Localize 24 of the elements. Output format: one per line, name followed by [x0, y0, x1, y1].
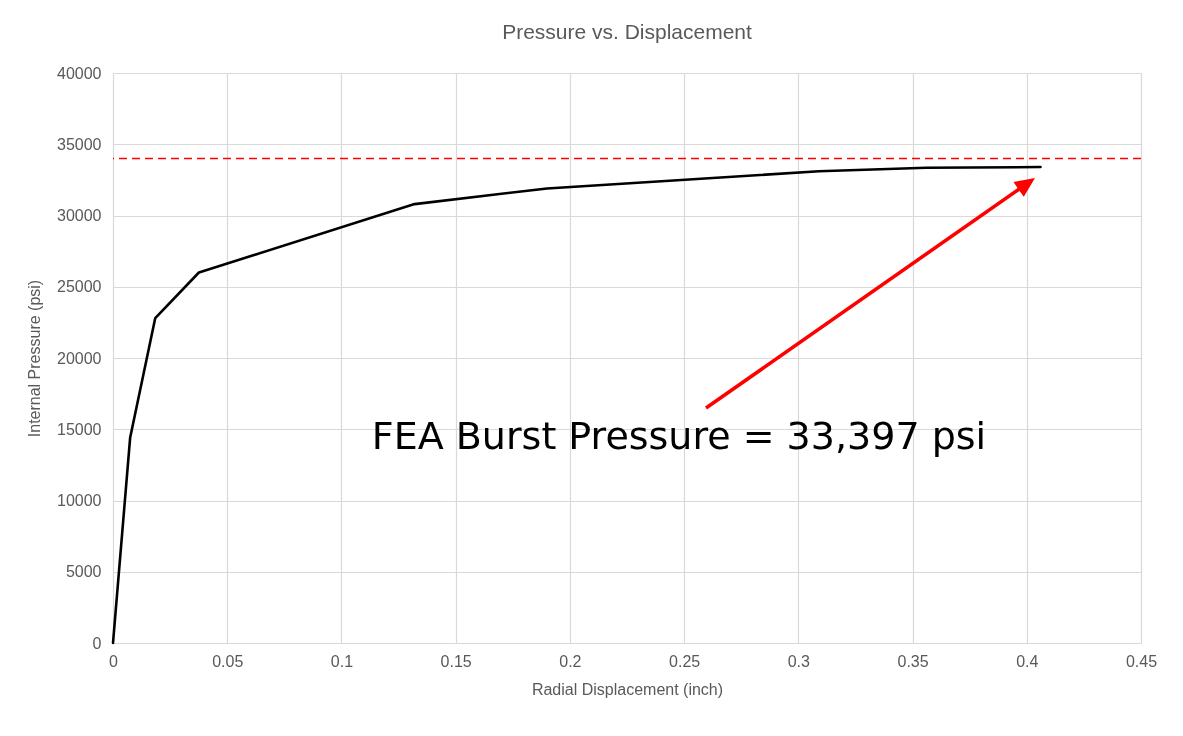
x-tick-label: 0.4: [1016, 652, 1039, 670]
x-axis-title: Radial Displacement (inch): [531, 680, 724, 698]
y-tick-label: 30000: [57, 207, 102, 224]
x-tick-label: 0.3: [787, 652, 811, 670]
line-series: [111, 165, 1042, 645]
y-tick-label: 35000: [57, 135, 102, 153]
y-axis-title: Internal Pressure (psi): [26, 279, 44, 438]
y-tick-label: 25000: [57, 278, 102, 296]
y-tick-label: 5000: [65, 563, 102, 581]
x-tick-label: 0.2: [559, 652, 582, 670]
x-tick-label: 0.25: [669, 652, 701, 670]
chart-title: Pressure vs. Displacement: [502, 20, 753, 43]
x-tick-label: 0.45: [1125, 652, 1158, 670]
y-tick-label: 20000: [57, 349, 102, 367]
y-tick-label: 0: [92, 634, 102, 652]
y-tick-label: 10000: [57, 492, 102, 509]
x-tick-label: 0.05: [212, 652, 244, 670]
y-tick-label: 40000: [57, 64, 102, 82]
annotation: FEA Burst Pressure = 33,397 psi: [371, 414, 987, 458]
y-tick-label: 15000: [57, 420, 102, 438]
x-tick-label: 0.1: [330, 652, 354, 670]
x-tick-label: 0: [109, 652, 119, 670]
x-tick-label: 0.15: [440, 652, 472, 670]
x-tick-label: 0.35: [897, 652, 929, 670]
